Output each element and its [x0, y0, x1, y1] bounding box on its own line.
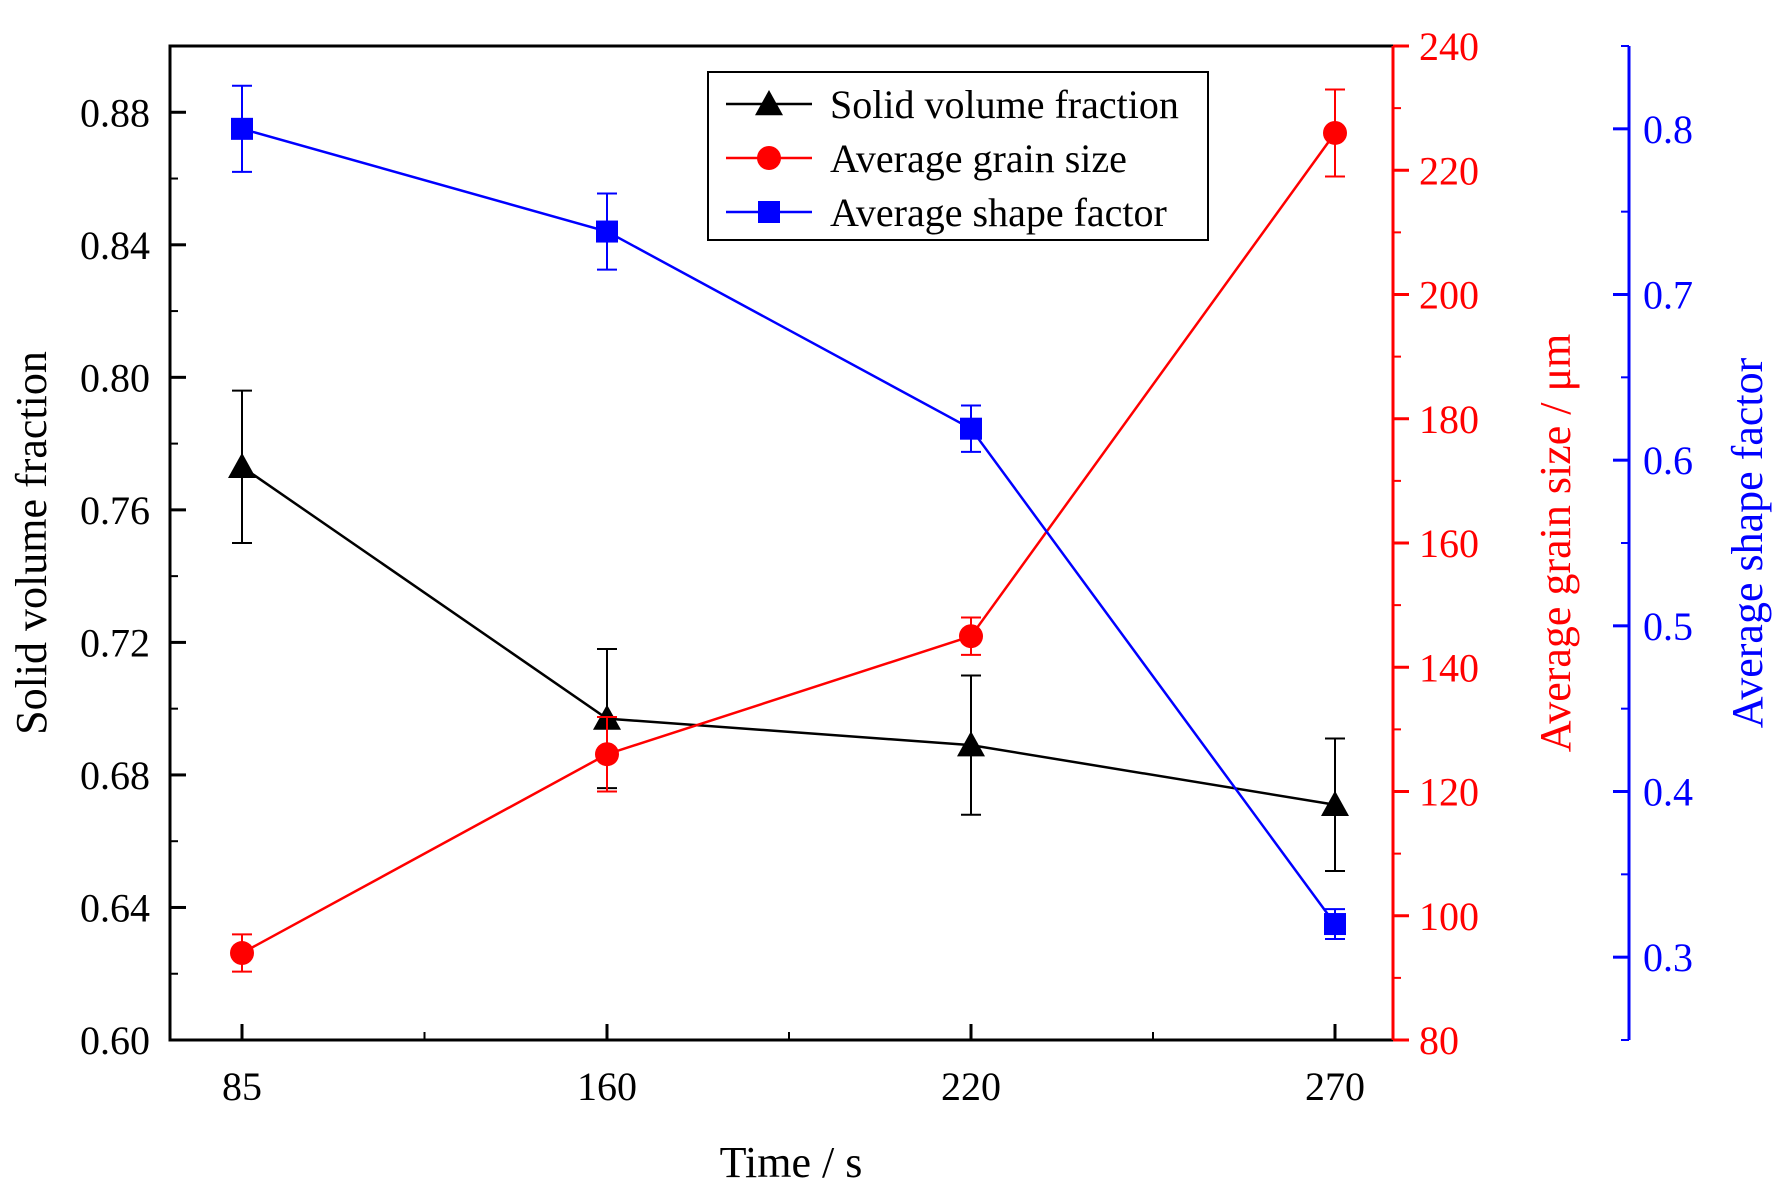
average-grain-size-line: [241, 132, 1337, 955]
right1-axis: 80 100 120 140 160 180 200 220 240: [1391, 24, 1479, 1063]
solid-volume-fraction-point: [957, 731, 985, 757]
right1-tick-label: 80: [1419, 1018, 1459, 1063]
legend-label-average-shape-factor: Average shape factor: [830, 190, 1167, 235]
solid-volume-fraction-point: [228, 452, 256, 478]
left-tick-label: 0.84: [80, 223, 150, 268]
right2-axis-label: Average shape factor: [1723, 357, 1772, 728]
x-tick-label: 160: [577, 1064, 637, 1109]
left-tick-label: 0.76: [80, 488, 150, 533]
right1-tick-label: 200: [1419, 273, 1479, 318]
right2-tick-label: 0.4: [1643, 770, 1693, 815]
legend-marker-average-shape-factor: [758, 201, 780, 223]
right1-tick-label: 120: [1419, 770, 1479, 815]
left-tick-label: 0.88: [80, 90, 150, 135]
legend-label-average-grain-size: Average grain size: [830, 136, 1127, 181]
average-grain-size-point: [595, 742, 619, 767]
legend: Solid volume fraction Average grain size A…: [707, 71, 1209, 241]
average-shape-factor-point: [596, 220, 618, 243]
left-tick-label: 0.72: [80, 620, 150, 665]
average-shape-factor-point: [1324, 913, 1346, 936]
right2-tick-label: 0.5: [1643, 604, 1693, 649]
left-tick-label: 0.68: [80, 753, 150, 798]
legend-marker-average-grain-size: [757, 146, 781, 170]
legend-marker-solid-volume-fraction: [755, 90, 783, 116]
left-tick-label: 0.60: [80, 1018, 150, 1063]
left-axis: 0.60 0.64 0.68 0.72 0.76 0.80 0.84 0.88: [80, 45, 186, 1063]
right2-axis: 0.3 0.4 0.5 0.6 0.7 0.8: [1613, 45, 1693, 1041]
average-shape-factor-line: [241, 127, 1337, 925]
right1-tick-label: 140: [1419, 645, 1479, 690]
right2-tick-label: 0.3: [1643, 935, 1693, 980]
x-tick-label: 270: [1305, 1064, 1365, 1109]
left-tick-label: 0.64: [80, 885, 150, 930]
average-grain-size-point: [1323, 120, 1347, 145]
solid-volume-fraction-point: [1321, 790, 1349, 816]
right1-tick-label: 100: [1419, 894, 1479, 939]
x-tick-label: 85: [222, 1064, 262, 1109]
right1-tick-label: 220: [1419, 148, 1479, 193]
right2-tick-label: 0.7: [1643, 273, 1693, 318]
average-shape-factor-point: [960, 417, 982, 440]
x-axis-label: Time / s: [720, 1138, 863, 1187]
solid-volume-fraction-line: [241, 465, 1336, 806]
right2-tick-label: 0.6: [1643, 438, 1693, 483]
right2-tick-label: 0.8: [1643, 107, 1693, 152]
x-tick-label: 220: [941, 1064, 1001, 1109]
left-tick-label: 0.80: [80, 355, 150, 400]
left-axis-label: Solid volume fraction: [7, 351, 56, 735]
series-layer: [228, 84, 1349, 973]
average-grain-size-point: [230, 941, 254, 966]
right1-tick-label: 240: [1419, 24, 1479, 69]
right1-tick-label: 160: [1419, 521, 1479, 566]
legend-label-solid-volume-fraction: Solid volume fraction: [830, 82, 1179, 127]
right1-axis-label: Average grain size / μm: [1531, 334, 1580, 753]
average-grain-size-point: [959, 624, 983, 649]
average-shape-factor-point: [231, 117, 253, 140]
right1-tick-label: 180: [1419, 397, 1479, 442]
x-axis: 85 160 220 270: [222, 1024, 1365, 1109]
